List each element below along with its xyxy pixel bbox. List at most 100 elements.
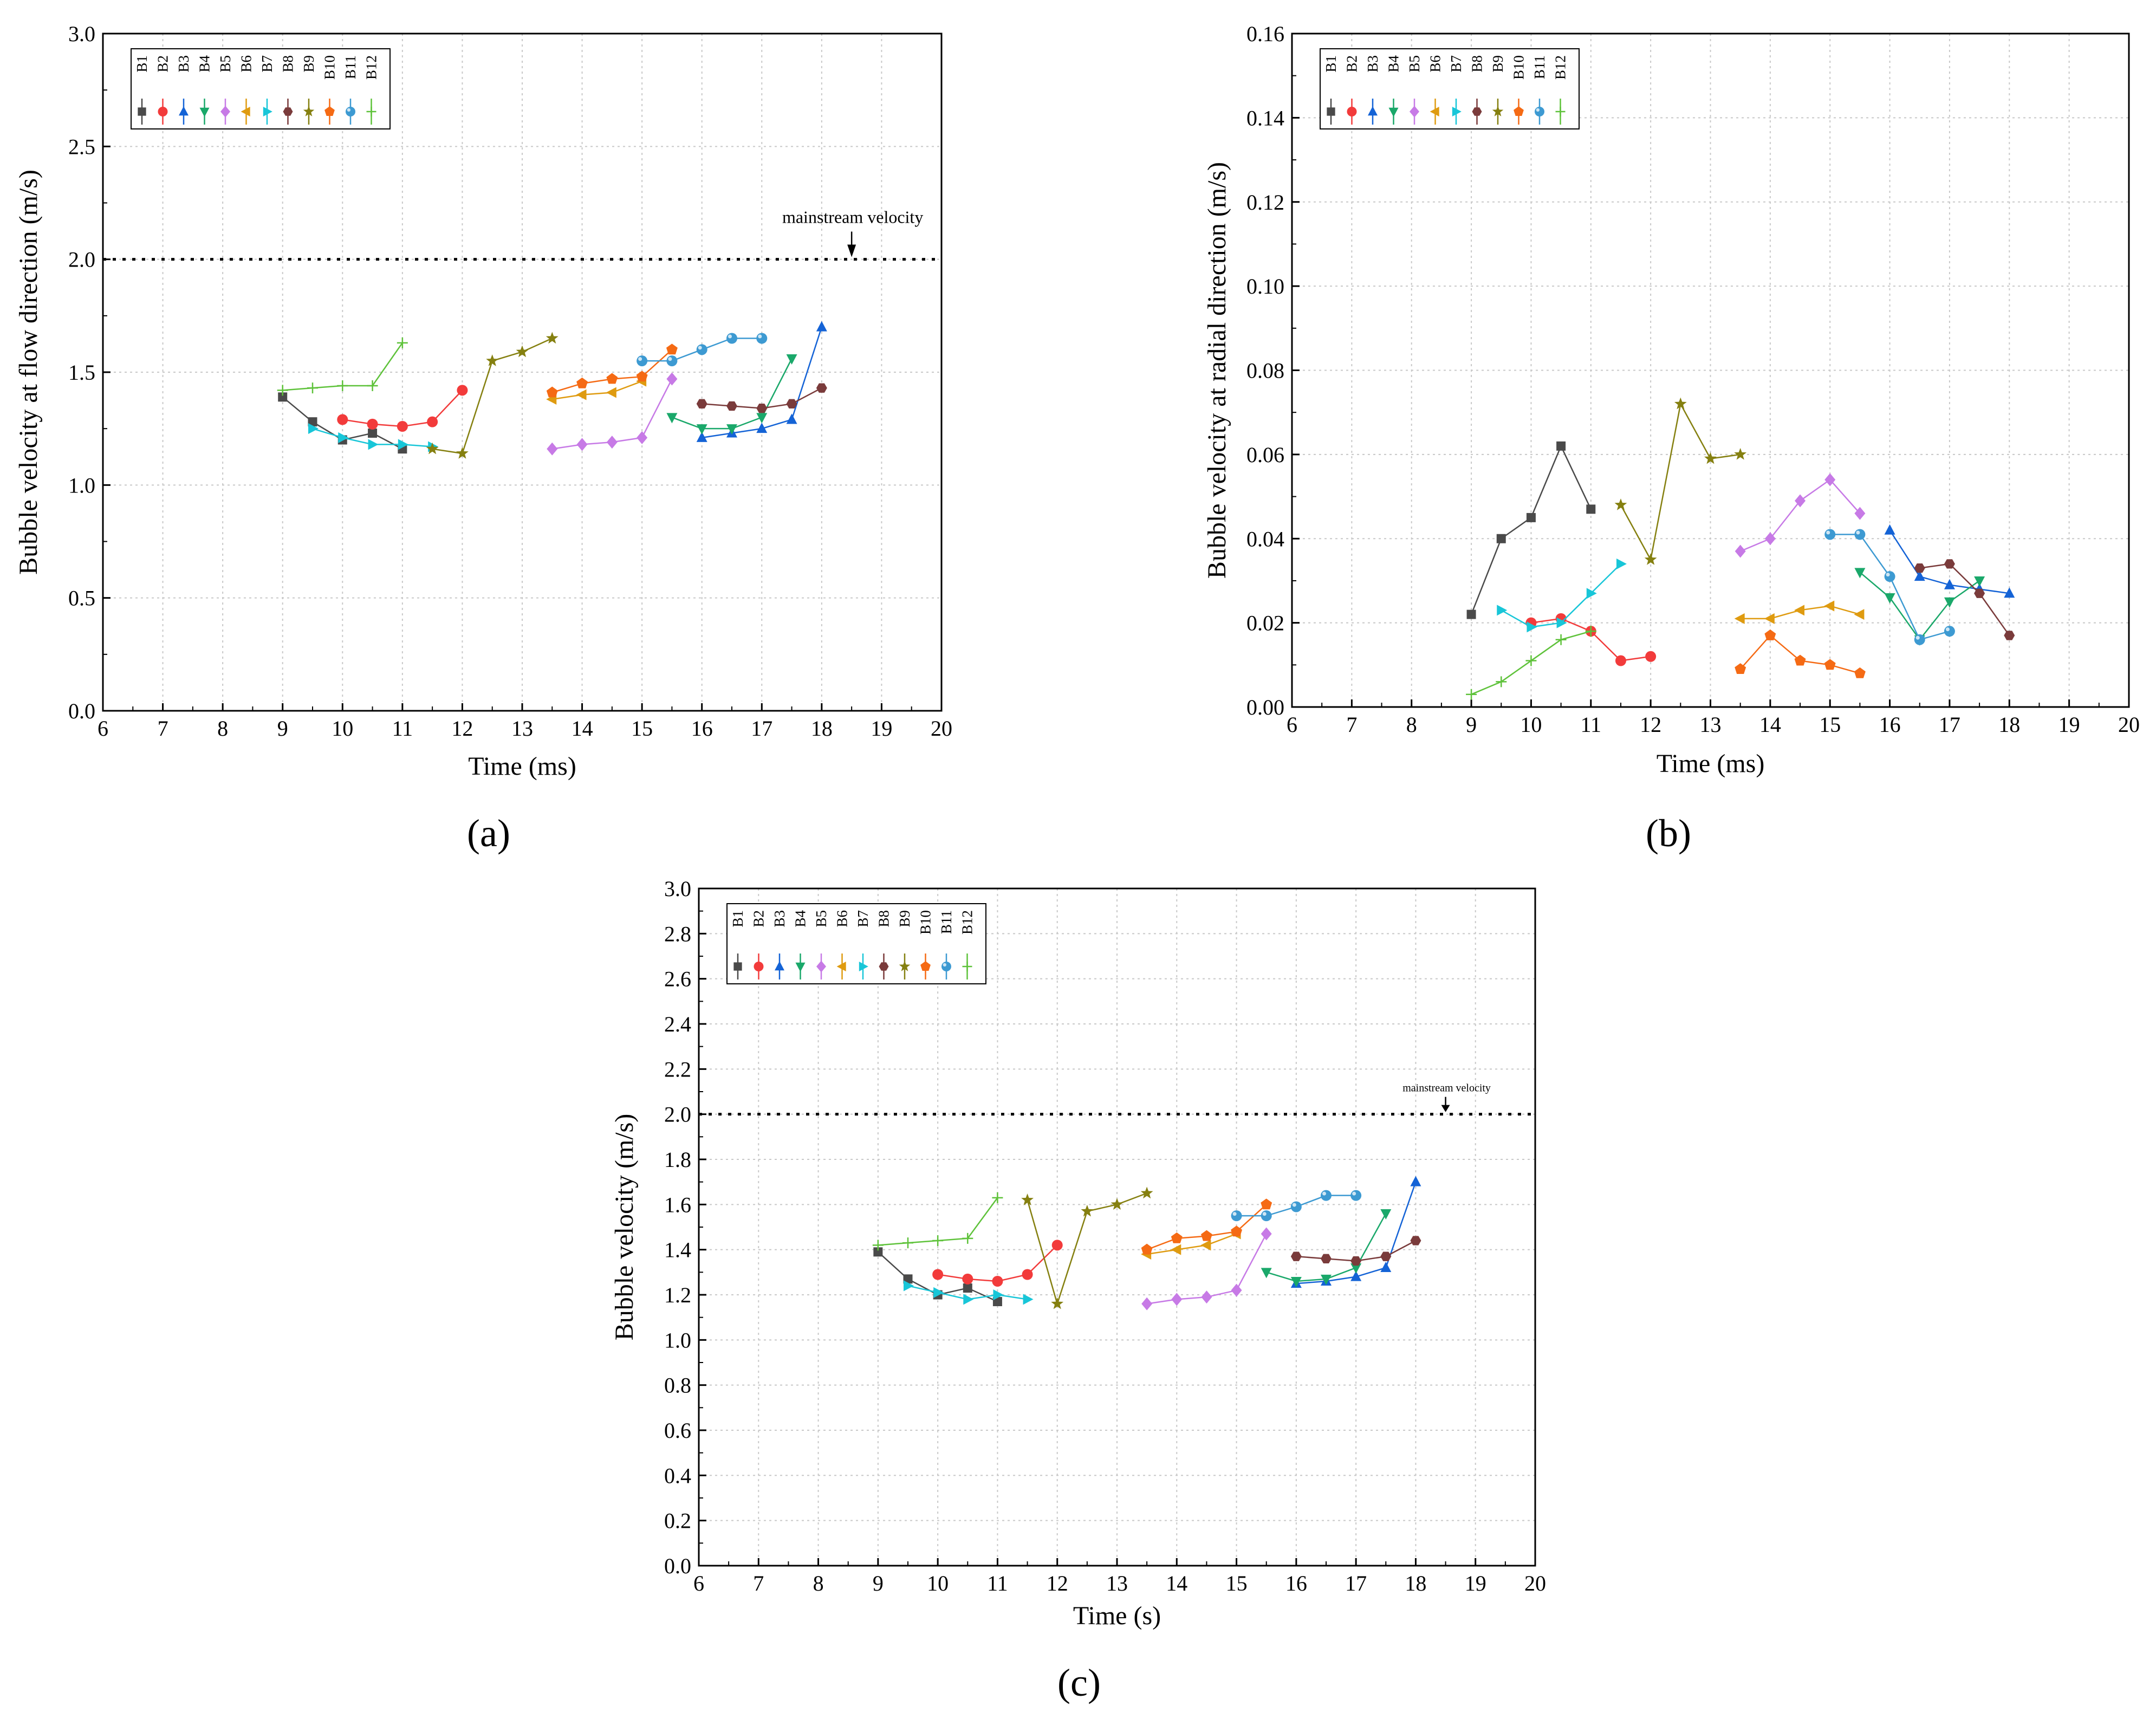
x-tick-label: 6: [98, 716, 108, 741]
data-point-B7: [368, 439, 379, 450]
data-point-B2: [1051, 1240, 1063, 1251]
data-point-B1: [1496, 534, 1506, 543]
data-point-B6: [1200, 1240, 1211, 1251]
x-tick-label: 6: [1287, 712, 1297, 737]
data-point-B9: [516, 345, 529, 358]
data-point-B11-highlight: [1856, 530, 1860, 535]
legend-marker-B11: [941, 962, 951, 971]
data-point-B1: [1466, 609, 1476, 619]
data-point-B7: [1023, 1294, 1034, 1305]
series-B5: [547, 372, 678, 456]
x-tick-label: 12: [451, 716, 473, 741]
panel-c: 6 7 8 9 10 11 12 13 14 15 16 17 18 19 20 0.0 0.2 0.4 0.6 0.…: [610, 877, 1546, 1704]
panel-c-legend: B1 B2 B3 B4 B5 B6 B7 B8 B9 B10 B11 B12: [726, 903, 986, 984]
panel-c-series: [872, 1176, 1421, 1311]
data-point-B8: [1914, 563, 1925, 573]
legend-label-B11: B11: [1531, 55, 1548, 79]
y-tick-label: 1.4: [664, 1238, 691, 1262]
y-tick-label: 0.5: [68, 586, 95, 611]
data-point-B11-highlight: [1886, 573, 1890, 577]
data-point-B12: [277, 385, 288, 396]
data-point-B12: [397, 337, 408, 348]
data-point-B11: [1854, 529, 1866, 540]
data-point-B3: [1944, 579, 1955, 589]
data-point-B4: [1350, 1263, 1362, 1274]
legend-label-B3: B3: [176, 55, 192, 73]
x-tick-label: 10: [1520, 712, 1542, 737]
x-tick-label: 14: [572, 716, 593, 741]
legend-marker-B11-highlight: [347, 108, 350, 112]
y-tick-label: 0.14: [1246, 106, 1284, 130]
data-point-B3: [1350, 1270, 1362, 1281]
series-line-B4: [671, 358, 793, 430]
x-tick-label: 13: [511, 716, 533, 741]
series-line-B1: [1470, 444, 1592, 615]
legend-marker-B12: [962, 962, 972, 971]
data-point-B10: [1141, 1243, 1153, 1255]
data-point-B2: [1022, 1269, 1033, 1280]
data-point-B2: [992, 1276, 1003, 1287]
data-point-B4: [1854, 568, 1866, 579]
data-point-B9: [1140, 1186, 1153, 1199]
legend-label-B1: B1: [1323, 55, 1339, 73]
legend-marker-B3: [1368, 106, 1378, 116]
x-tick-label: 16: [1285, 1571, 1307, 1595]
data-point-B1: [1526, 513, 1536, 522]
y-tick-label: 0.0: [68, 699, 95, 723]
data-point-B4: [1261, 1268, 1272, 1279]
data-point-B4: [1974, 576, 1985, 587]
legend-label-B2: B2: [155, 55, 171, 73]
data-point-B2: [397, 421, 408, 432]
data-point-B6: [1854, 609, 1865, 620]
series-line-B6: [552, 380, 642, 400]
y-tick-label: 0.0: [664, 1554, 691, 1578]
data-point-B2: [1645, 651, 1657, 662]
data-point-B4: [1884, 593, 1895, 604]
data-point-B11-highlight: [1945, 627, 1950, 632]
data-point-B1: [963, 1283, 972, 1293]
data-point-B8: [816, 383, 827, 393]
data-point-B8: [1380, 1251, 1392, 1261]
data-point-B10: [1261, 1198, 1272, 1210]
data-point-B5: [1171, 1293, 1183, 1306]
x-tick-label: 7: [158, 716, 168, 741]
panel-c-label: (c): [1057, 1661, 1101, 1704]
x-tick-label: 7: [1346, 712, 1357, 737]
mainstream-velocity-annotation: mainstream velocity: [1402, 1082, 1491, 1094]
y-tick-label: 1.5: [68, 360, 95, 385]
data-point-B11: [1231, 1210, 1242, 1222]
data-point-B5: [1231, 1283, 1242, 1297]
x-tick-label: 6: [693, 1571, 704, 1595]
y-tick-label: 0.4: [664, 1463, 691, 1488]
series-B9: [426, 332, 559, 459]
data-point-B5: [1201, 1290, 1212, 1304]
legend-label-B1: B1: [134, 55, 150, 73]
data-point-B9: [1674, 397, 1687, 410]
data-point-B9: [546, 332, 559, 344]
legend-label-B12: B12: [1553, 55, 1569, 80]
y-tick-label: 2.6: [664, 967, 691, 991]
legend-marker-B4: [1388, 107, 1399, 117]
data-point-B3: [1410, 1176, 1421, 1186]
legend-marker-B6: [836, 962, 846, 971]
data-point-B8: [786, 399, 797, 408]
data-point-B3: [756, 423, 768, 433]
x-tick-label: 15: [1819, 712, 1841, 737]
data-point-B5: [1261, 1227, 1272, 1241]
legend-label-B8: B8: [876, 910, 892, 927]
series-B1: [1466, 441, 1596, 619]
data-point-B11: [637, 355, 648, 367]
data-point-B10: [1231, 1225, 1243, 1237]
series-line-B6: [1146, 1233, 1237, 1255]
data-point-B11: [1944, 626, 1955, 637]
annotation-arrow-head: [847, 244, 856, 257]
data-point-B1: [278, 392, 288, 402]
x-tick-label: 11: [392, 716, 413, 741]
legend-label-B11: B11: [342, 55, 359, 79]
data-point-B5: [1824, 473, 1836, 486]
x-tick-label: 15: [1226, 1571, 1248, 1595]
mainstream-velocity-annotation: mainstream velocity: [782, 207, 923, 226]
series-B8: [1290, 1236, 1421, 1266]
data-point-B2: [1615, 655, 1626, 666]
